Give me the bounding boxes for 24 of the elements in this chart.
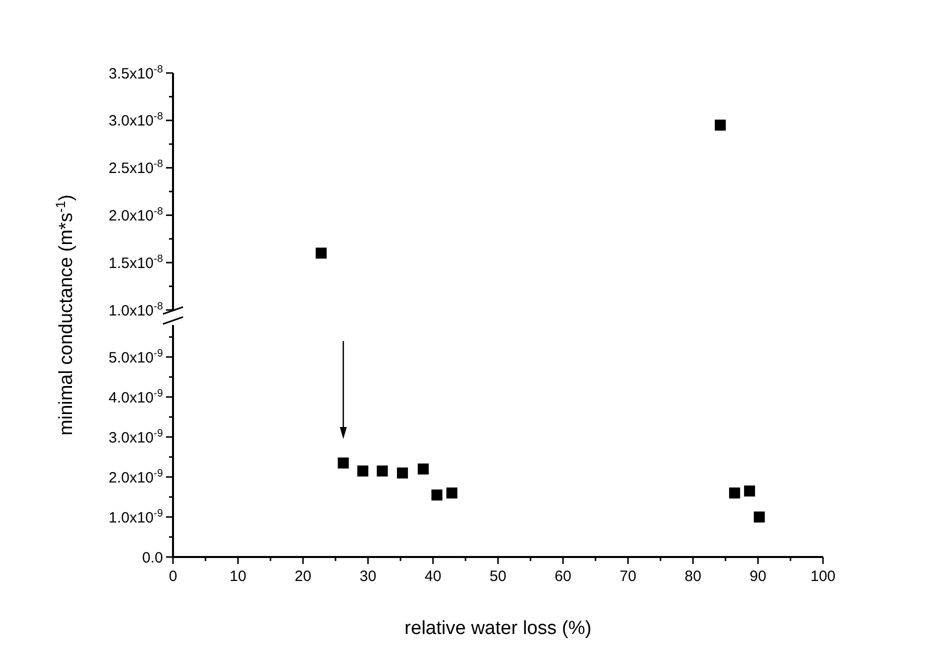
x-tick-label: 0 — [168, 568, 178, 585]
y-tick-label: 2.5x10$^{-8}$ — [108, 158, 164, 178]
x-tick-label: 80 — [684, 568, 702, 585]
x-tick-label: 40 — [424, 568, 442, 585]
x-tick-label: 10 — [230, 568, 246, 585]
y-tick-label: 1.0x10$^{-9}$ — [108, 507, 164, 526]
x-tick-label: 70 — [620, 568, 636, 585]
y-tick-label: 3.5x10$^{-8}$ — [108, 63, 164, 82]
y-tick-label: 3.0x10$^{-9}$ — [108, 427, 164, 446]
y-tick-label: 1.0x10$^{-8}$ — [108, 300, 164, 320]
y-tick-label: 1.5x10$^{-8}$ — [108, 252, 164, 272]
y-tick-label: 5.0x10$^{-9}$ — [108, 347, 164, 366]
x-tick-label: 20 — [294, 568, 312, 585]
y-tick-label: 0.0 — [142, 549, 163, 566]
y-tick-label: 2.0x10$^{-8}$ — [108, 205, 164, 224]
y-tick-label: 3.0x10$^{-8}$ — [108, 110, 164, 130]
x-tick-label: 60 — [554, 568, 572, 585]
x-tick-label: 90 — [750, 568, 766, 585]
x-tick-label: 50 — [490, 568, 506, 585]
y-tick-label: 4.0x10$^{-9}$ — [108, 387, 164, 406]
x-tick-label: 100 — [810, 568, 836, 585]
y-tick-label: 2.0x10$^{-9}$ — [108, 467, 164, 486]
x-axis-title: relative water loss (%) — [404, 618, 592, 639]
x-tick-label: 30 — [360, 568, 376, 585]
